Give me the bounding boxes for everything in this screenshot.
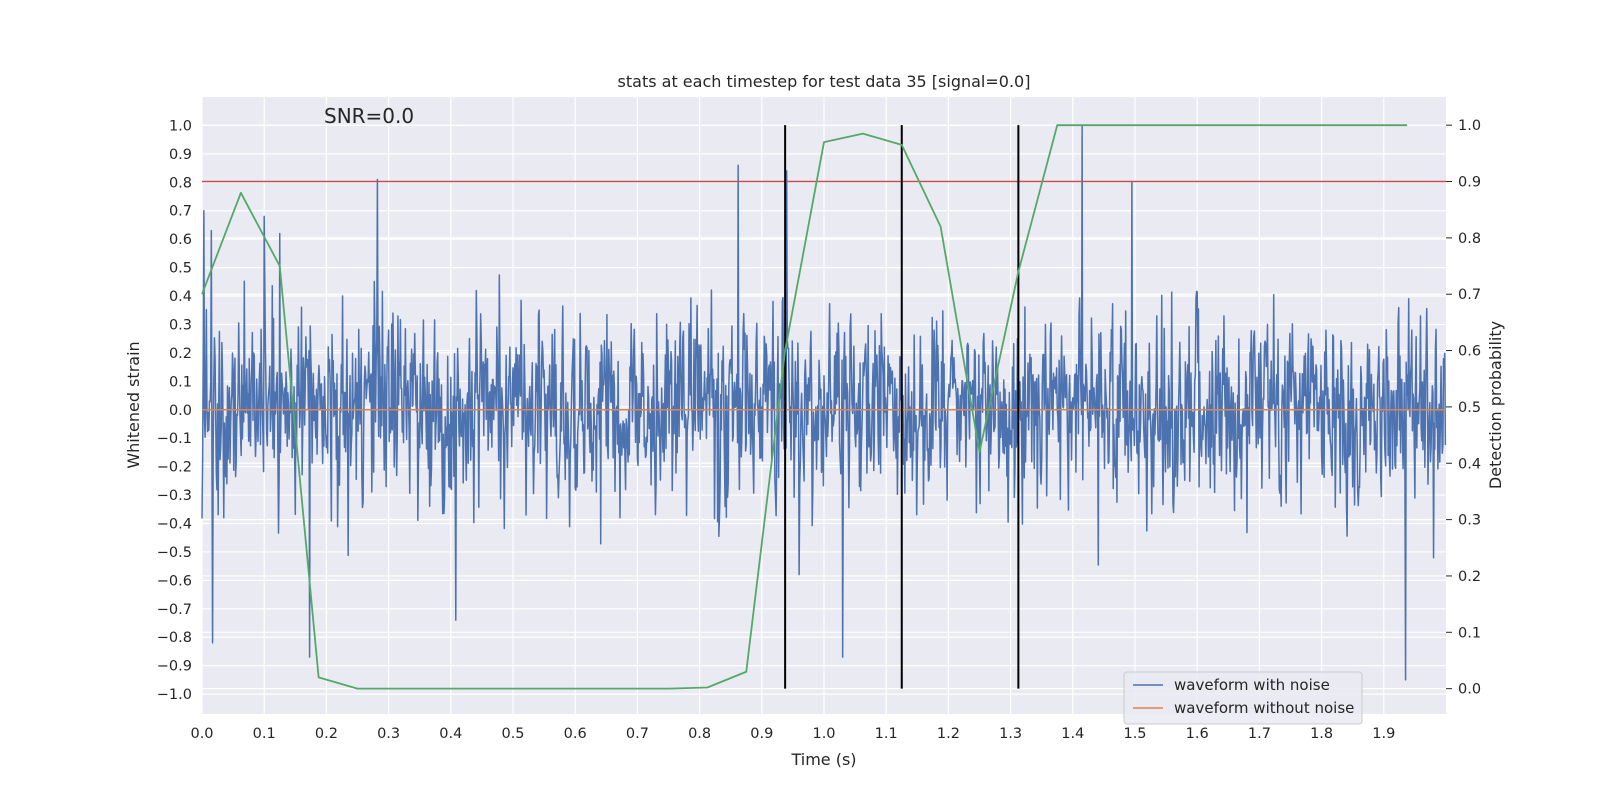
y-tick-label-left: −0.3 — [157, 488, 192, 504]
x-tick-label: 0.2 — [315, 726, 338, 742]
y-tick-label-left: 0.0 — [169, 403, 192, 419]
y-tick-label-left: −1.0 — [157, 687, 192, 703]
y-tick-label-left: −0.5 — [157, 545, 192, 561]
y-tick-label-left: −0.1 — [157, 431, 192, 447]
y-tick-label-right: 0.4 — [1458, 456, 1481, 472]
y-tick-label-left: −0.7 — [157, 602, 192, 618]
legend-box — [1123, 671, 1363, 725]
y-tick-label-left: 0.6 — [169, 232, 192, 248]
legend-label-waveform-with-noise: waveform with noise — [1174, 676, 1330, 694]
legend-label-waveform-without-noise: waveform without noise — [1174, 699, 1354, 717]
x-tick-label: 1.6 — [1186, 726, 1209, 742]
x-tick-label: 0.6 — [564, 726, 587, 742]
y-tick-label-left: 0.3 — [169, 317, 192, 333]
x-tick-label: 0.7 — [626, 726, 649, 742]
x-tick-label: 1.1 — [875, 726, 898, 742]
x-tick-label: 0.4 — [439, 726, 462, 742]
legend: waveform with noise waveform without noi… — [1123, 671, 1363, 725]
series-line-waveform-with-noise — [201, 124, 1447, 681]
x-tick-label: 1.7 — [1248, 726, 1271, 742]
plot-series — [201, 124, 1447, 690]
y-tick-label-left: 0.4 — [169, 289, 192, 305]
x-tick-label: 1.2 — [937, 726, 960, 742]
x-axis-label: Time (s) — [790, 750, 856, 769]
y-axis-left-ticks: 1.0 0.9 0.8 0.7 0.6 0.5 0.4 0.3 0.2 0.1 0.0 −0.1 −0.… — [157, 118, 192, 703]
y-tick-label-left: 0.9 — [169, 147, 192, 163]
y-tick-label-right: 0.6 — [1458, 344, 1481, 360]
x-tick-label: 1.0 — [812, 726, 835, 742]
y-tick-label-right: 0.1 — [1458, 625, 1481, 641]
x-tick-label: 1.5 — [1123, 726, 1146, 742]
x-tick-label: 1.8 — [1310, 726, 1333, 742]
x-tick-label: 0.5 — [501, 726, 524, 742]
y-axis-right-ticks: 1.0 0.9 0.8 0.7 0.6 0.5 0.4 0.3 0.2 0.1 0.0 — [1446, 118, 1481, 698]
y-tick-label-left: 0.8 — [169, 175, 192, 191]
x-tick-label: 0.3 — [377, 726, 400, 742]
x-tick-label: 1.9 — [1372, 726, 1395, 742]
series-line-detection-probability — [201, 124, 1408, 690]
y-tick-label-right: 0.9 — [1458, 175, 1481, 191]
y-tick-label-left: −0.2 — [157, 460, 192, 476]
y-tick-label-right: 0.5 — [1458, 400, 1481, 416]
x-axis-ticks: 0.0 0.1 0.2 0.3 0.4 0.5 0.6 0.7 0.8 0.9 1.0 1.1 1.2 1… — [190, 726, 1395, 742]
y-tick-label-right: 0.2 — [1458, 569, 1481, 585]
x-tick-label: 0.9 — [750, 726, 773, 742]
y-axis-right-label: Detection probability — [1486, 321, 1505, 489]
y-tick-label-left: −0.4 — [157, 516, 192, 532]
event-lines — [784, 125, 1020, 689]
y-tick-label-left: −0.9 — [157, 659, 192, 675]
y-tick-label-left: 0.1 — [169, 374, 192, 390]
snr-annotation: SNR=0.0 — [324, 104, 414, 128]
chart-title: stats at each timestep for test data 35 … — [618, 72, 1031, 91]
y-tick-label-right: 0.8 — [1458, 231, 1481, 247]
y-tick-label-left: 0.5 — [169, 261, 192, 277]
x-tick-label: 0.8 — [688, 726, 711, 742]
y-tick-label-left: 1.0 — [169, 118, 192, 134]
y-tick-label-right: 1.0 — [1458, 118, 1481, 134]
y-tick-label-left: −0.8 — [157, 630, 192, 646]
y-tick-label-right: 0.7 — [1458, 287, 1481, 303]
x-tick-label: 0.1 — [253, 726, 276, 742]
y-axis-left-label: Whitened strain — [124, 341, 143, 468]
y-tick-label-left: −0.6 — [157, 573, 192, 589]
x-tick-label: 0.0 — [190, 726, 213, 742]
y-tick-label-right: 0.0 — [1458, 682, 1481, 698]
x-tick-label: 1.3 — [999, 726, 1022, 742]
y-tick-label-right: 0.3 — [1458, 513, 1481, 529]
y-tick-label-left: 0.2 — [169, 346, 192, 362]
x-tick-label: 1.4 — [1061, 726, 1084, 742]
y-tick-label-left: 0.7 — [169, 204, 192, 220]
